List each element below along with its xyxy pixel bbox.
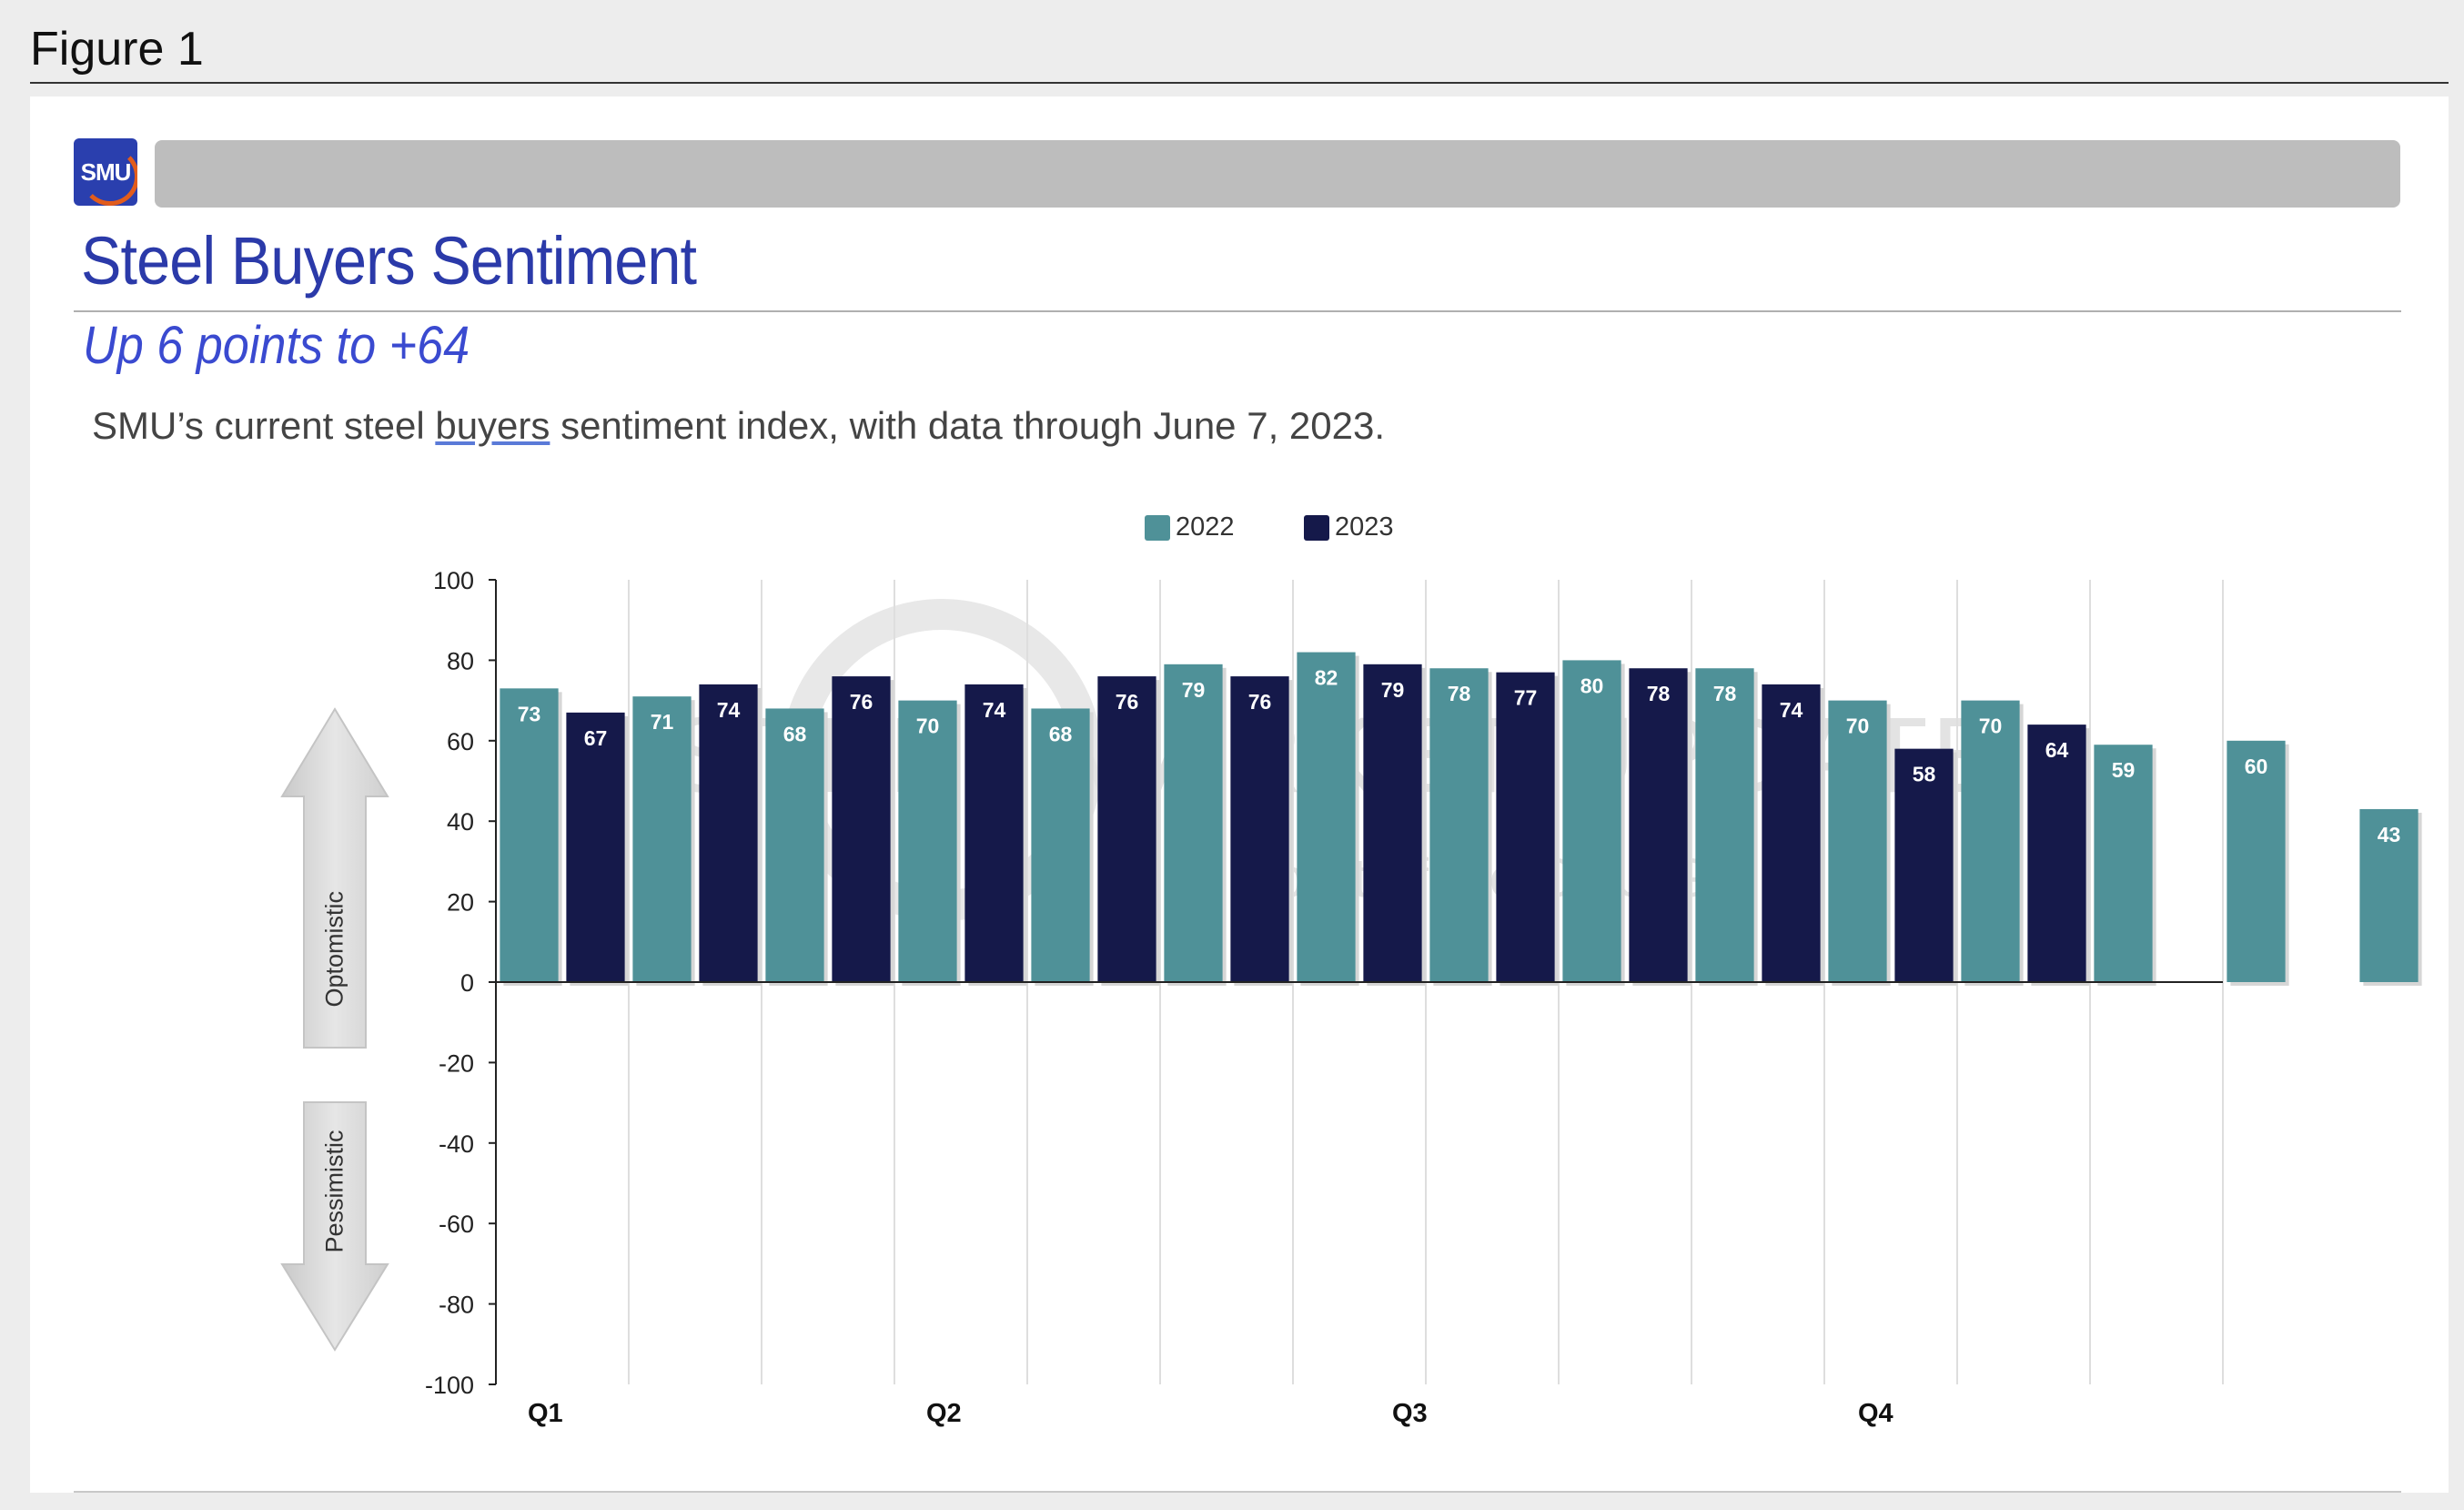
- bar-2022-label: 80: [1580, 674, 1604, 697]
- bar-2022: [632, 696, 692, 982]
- bar-2022-label: 78: [1448, 682, 1471, 705]
- y-tick-label: 100: [433, 567, 474, 594]
- bar-2022: [898, 700, 957, 982]
- y-tick-label: -100: [425, 1372, 474, 1399]
- y-tick-label: 0: [460, 969, 474, 997]
- bar-2022-label: 68: [783, 722, 807, 745]
- bar-2023: [1097, 676, 1156, 982]
- bar-2022-label: 73: [518, 702, 541, 725]
- bar-2022: [500, 688, 559, 982]
- bar-2023-label: 67: [584, 726, 608, 750]
- legend-swatch-2022: [1145, 515, 1170, 542]
- bar-2023-label: 76: [1248, 690, 1272, 714]
- y-tick-label: -80: [439, 1292, 474, 1319]
- bar-2022-label: 78: [1713, 682, 1737, 705]
- bar-2023-label: 76: [850, 690, 874, 714]
- bar-2023-label: 74: [717, 698, 741, 722]
- bar-2022-label: 68: [1049, 722, 1073, 745]
- y-tick-label: -20: [439, 1049, 474, 1077]
- logo-arc-icon: [81, 147, 137, 206]
- bar-2022: [1562, 660, 1621, 982]
- header-bar: [155, 140, 2400, 208]
- bar-2022-label: 59: [2112, 758, 2136, 782]
- sentiment-arrows: Optomistic Pessimistic: [262, 702, 408, 1366]
- legend-item-2023: 2023: [1304, 512, 1394, 542]
- chart-description: SMU’s current steel buyers sentiment ind…: [92, 404, 1385, 448]
- bar-2022: [1828, 700, 1887, 982]
- up-arrow-icon: [280, 707, 389, 1049]
- bar-2023: [566, 712, 625, 982]
- bar-2023: [2027, 725, 2086, 982]
- bar-2022: [1164, 664, 1223, 982]
- figure-label: Figure 1: [30, 23, 204, 76]
- bar-2022-label: 70: [1846, 714, 1870, 738]
- bar-2023: [1894, 748, 1954, 982]
- bar-2022: [2359, 808, 2419, 982]
- bar-2023: [1629, 668, 1688, 982]
- logo-text: SMU: [80, 158, 132, 186]
- bar-2023: [964, 684, 1024, 982]
- quarter-label: Q1: [528, 1399, 563, 1428]
- bar-2023: [1363, 664, 1422, 982]
- legend-label-2022: 2022: [1176, 512, 1235, 542]
- quarter-label: Q4: [1858, 1399, 1893, 1428]
- y-tick-label: -40: [439, 1130, 474, 1158]
- bar-2022: [1961, 700, 2020, 982]
- chart-panel: SMU Steel Buyers Sentiment Up 6 points t…: [30, 96, 2449, 1493]
- bar-2023: [1230, 676, 1289, 982]
- bar-2022: [1297, 652, 1356, 982]
- bar-2022-label: 70: [916, 714, 940, 738]
- bar-2023-label: 58: [1913, 763, 1936, 786]
- description-underlined-word: buyers: [435, 404, 550, 447]
- down-arrow-icon: [280, 1101, 389, 1352]
- bar-2023-label: 74: [1780, 698, 1803, 722]
- y-tick-label: 80: [447, 647, 474, 674]
- figure-header: Figure 1: [30, 13, 2449, 84]
- bar-2023-label: 77: [1514, 686, 1538, 710]
- bottom-divider: [74, 1491, 2401, 1493]
- bar-2022-label: 71: [651, 710, 674, 734]
- title-divider: [74, 310, 2401, 312]
- legend-item-2022: 2022: [1145, 512, 1235, 542]
- y-tick-label: -60: [439, 1211, 474, 1238]
- bar-2023-label: 78: [1647, 682, 1671, 705]
- bar-2022: [1429, 668, 1489, 982]
- bar-2023-label: 76: [1116, 690, 1139, 714]
- legend-label-2023: 2023: [1335, 512, 1394, 542]
- bar-2022: [1031, 708, 1090, 982]
- bar-2022: [2227, 740, 2286, 982]
- chart-subtitle: Up 6 points to +64: [83, 316, 470, 375]
- y-tick-label: 60: [447, 728, 474, 755]
- chart-title: Steel Buyers Sentiment: [81, 223, 697, 299]
- bar-2022-label: 43: [2378, 823, 2401, 846]
- smu-logo: SMU: [74, 138, 137, 206]
- quarter-label: Q2: [926, 1399, 962, 1428]
- bar-2023-label: 79: [1381, 678, 1405, 702]
- bar-2023: [1762, 684, 1821, 982]
- y-tick-label: 20: [447, 889, 474, 917]
- bar-2022: [765, 708, 824, 982]
- legend-swatch-2023: [1304, 515, 1329, 542]
- bar-2023: [832, 676, 891, 982]
- bar-2022: [1695, 668, 1754, 982]
- sentiment-arrows-graphic: [280, 707, 389, 1352]
- description-end: sentiment index, with data through June …: [550, 404, 1386, 447]
- bar-2023-label: 74: [983, 698, 1006, 722]
- y-tick-label: 40: [447, 808, 474, 836]
- bar-2022: [2094, 745, 2153, 982]
- bar-2023: [1496, 672, 1555, 982]
- bar-2022-label: 70: [1979, 714, 2003, 738]
- bar-2022-label: 82: [1315, 666, 1338, 690]
- description-start: SMU’s current steel: [92, 404, 436, 447]
- quarter-label: Q3: [1392, 1399, 1428, 1428]
- bar-2023-label: 64: [2045, 738, 2069, 762]
- bar-2023: [699, 684, 758, 982]
- bar-2022-label: 79: [1182, 678, 1206, 702]
- bar-2022-label: 60: [2245, 755, 2268, 778]
